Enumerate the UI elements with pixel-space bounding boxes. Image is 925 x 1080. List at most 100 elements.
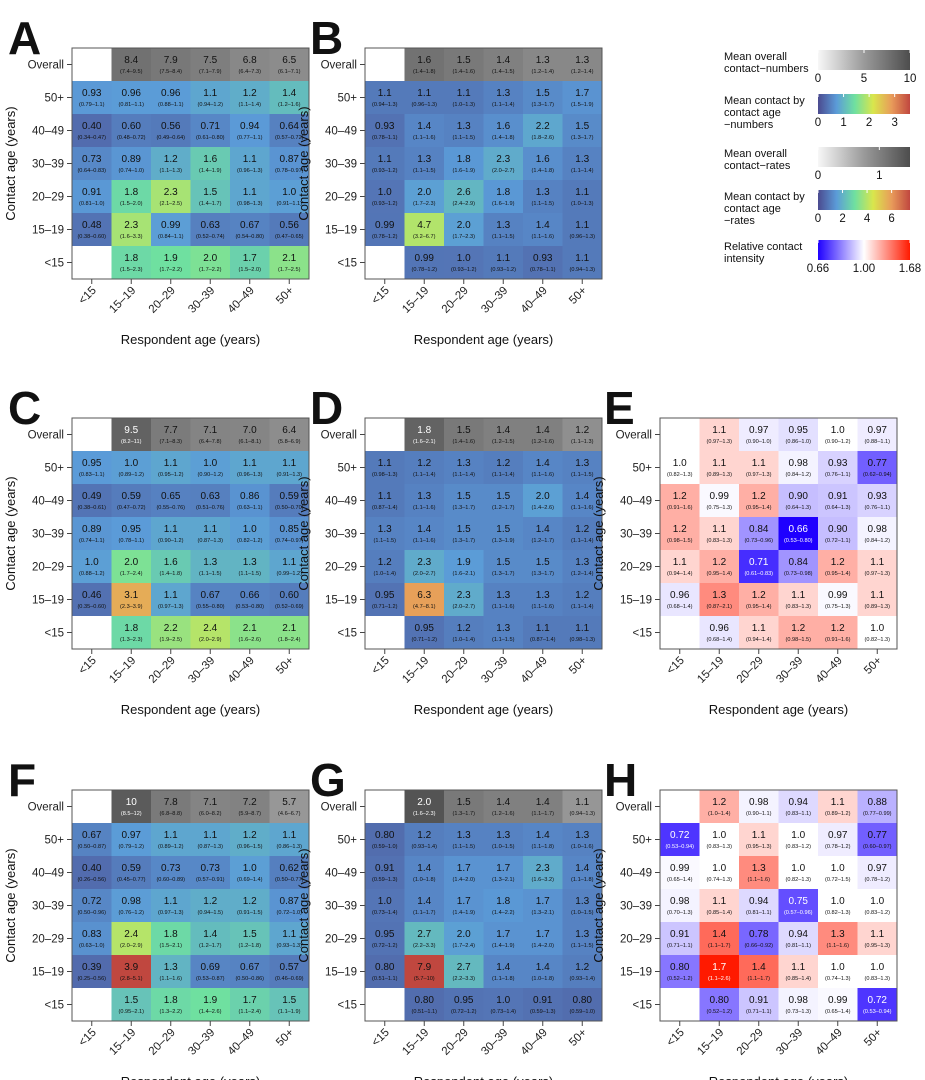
- heatmap-cell: [857, 922, 897, 955]
- cell-value: 1.1: [378, 154, 392, 165]
- cell-ci: (0.98–1.3): [237, 201, 263, 207]
- cell-ci: (1.5–2.0): [239, 267, 262, 273]
- heatmap-cell: [230, 48, 270, 81]
- cell-ci: (0.97–1.3): [865, 571, 891, 577]
- cell-ci: (1.1–1.4): [492, 472, 515, 478]
- heatmap-cell: [739, 550, 779, 583]
- x-tick-label: 20–29: [735, 655, 766, 686]
- cell-value: 1.1: [378, 491, 392, 502]
- heatmap-cell: [190, 889, 230, 922]
- cell-ci: (0.51–1.1): [372, 976, 398, 982]
- heatmap-cell: [562, 451, 602, 484]
- cell-value: 0.72: [670, 830, 690, 841]
- cell-ci: (0.68–1.4): [667, 604, 693, 610]
- cell-ci: (0.93–1.4): [570, 976, 596, 982]
- x-tick-label: 30–39: [479, 1027, 510, 1058]
- cell-value: 1.7: [243, 253, 257, 264]
- heatmap-cell: [857, 418, 897, 451]
- cell-value: 7.8: [164, 797, 178, 808]
- cell-value: 1.4: [417, 121, 431, 132]
- cell-value: 2.1: [282, 623, 296, 634]
- cell-value: 1.5: [457, 524, 471, 535]
- cell-ci: (1.6–1.9): [453, 168, 476, 174]
- cell-ci: (1.3–1.7): [453, 811, 476, 817]
- cell-value: 7.0: [243, 425, 257, 436]
- x-tick-label: 30–39: [186, 285, 217, 316]
- heatmap-cell: [660, 484, 700, 517]
- cell-value: 1.1: [575, 220, 589, 231]
- y-tick-label: 20–29: [325, 562, 357, 574]
- cell-value: 1.9: [457, 557, 471, 568]
- cell-ci: (1.0–1.4): [453, 637, 476, 643]
- cell-ci: (0.95–1.3): [865, 943, 891, 949]
- cell-ci: (2.8–5.1): [120, 976, 143, 982]
- cell-ci: (1.1–1.7): [413, 910, 436, 916]
- cell-value: 0.60: [280, 590, 300, 601]
- cell-value: 1.1: [791, 962, 805, 973]
- cell-ci: (0.77–0.99): [863, 811, 892, 817]
- x-tick-label: 50+: [567, 1026, 589, 1048]
- heatmap-cell: [483, 922, 523, 955]
- cell-value: 1.0: [870, 962, 884, 973]
- legend-tick-label: 1: [876, 170, 882, 182]
- cell-ci: (0.93–1.2): [372, 201, 398, 207]
- cell-ci: (0.78–1.2): [865, 877, 891, 883]
- x-tick-label: 15–19: [695, 1027, 726, 1058]
- cell-value: 0.59: [122, 863, 142, 874]
- heatmap-cell: [404, 114, 444, 147]
- x-tick-label: 30–39: [774, 655, 805, 686]
- cell-value: 0.99: [375, 220, 395, 231]
- cell-value: 0.80: [375, 830, 395, 841]
- y-axis-title: Contact age (years): [591, 476, 606, 590]
- cell-ci: (2.0–2.7): [453, 604, 476, 610]
- cell-value: 1.0: [496, 995, 510, 1006]
- heatmap-cell: [857, 550, 897, 583]
- heatmap-cell: [269, 517, 309, 550]
- heatmap-cell: [444, 988, 484, 1021]
- heatmap-cell: [699, 583, 739, 616]
- y-tick-label: 15–19: [325, 967, 357, 979]
- cell-ci: (0.38–0.60): [77, 234, 106, 240]
- legend-colorbar: [818, 147, 910, 167]
- legend-title-line: intensity: [724, 253, 765, 265]
- x-tick-label: <15: [77, 1027, 99, 1049]
- cell-value: 1.3: [575, 557, 589, 568]
- cell-value: 1.1: [712, 524, 726, 535]
- cell-ci: (0.53–0.87): [196, 976, 225, 982]
- cell-ci: (0.83–1.3): [707, 844, 733, 850]
- cell-ci: (5.7–10): [414, 976, 435, 982]
- cell-value: 0.91: [533, 995, 553, 1006]
- y-tick-label: 40–49: [32, 868, 64, 880]
- heatmap-cell: [483, 484, 523, 517]
- cell-value: 1.2: [243, 830, 257, 841]
- heatmap-cell: [269, 451, 309, 484]
- cell-value: 0.87: [280, 896, 300, 907]
- heatmap-cell: [269, 790, 309, 823]
- x-tick-label: 30–39: [186, 1027, 217, 1058]
- cell-value: 0.46: [82, 590, 102, 601]
- heatmap-cell: [151, 451, 191, 484]
- cell-ci: (0.78–1.1): [530, 267, 556, 273]
- x-tick-label: 40–49: [519, 1027, 550, 1058]
- heatmap-cell: [444, 81, 484, 114]
- heatmap-cell: [660, 889, 700, 922]
- legend-tick-label: 1.68: [899, 263, 921, 275]
- heatmap-cell: [72, 484, 112, 517]
- x-axis-title: Respondent age (years): [121, 1074, 260, 1080]
- heatmap-cell: [269, 889, 309, 922]
- cell-value: 1.3: [417, 154, 431, 165]
- cell-ci: (0.45–0.77): [117, 877, 146, 883]
- y-tick-label: 15–19: [32, 225, 64, 237]
- heatmap-cell: [562, 114, 602, 147]
- heatmap-cell: [151, 616, 191, 649]
- cell-value: 1.5: [496, 491, 510, 502]
- cell-value: 1.2: [831, 557, 845, 568]
- heatmap-cell: [699, 484, 739, 517]
- cell-value: 1.9: [164, 253, 178, 264]
- cell-value: 0.98: [122, 896, 142, 907]
- cell-value: 1.8: [124, 187, 138, 198]
- cell-value: 7.9: [417, 962, 431, 973]
- legend-tick-label: 5: [861, 73, 867, 85]
